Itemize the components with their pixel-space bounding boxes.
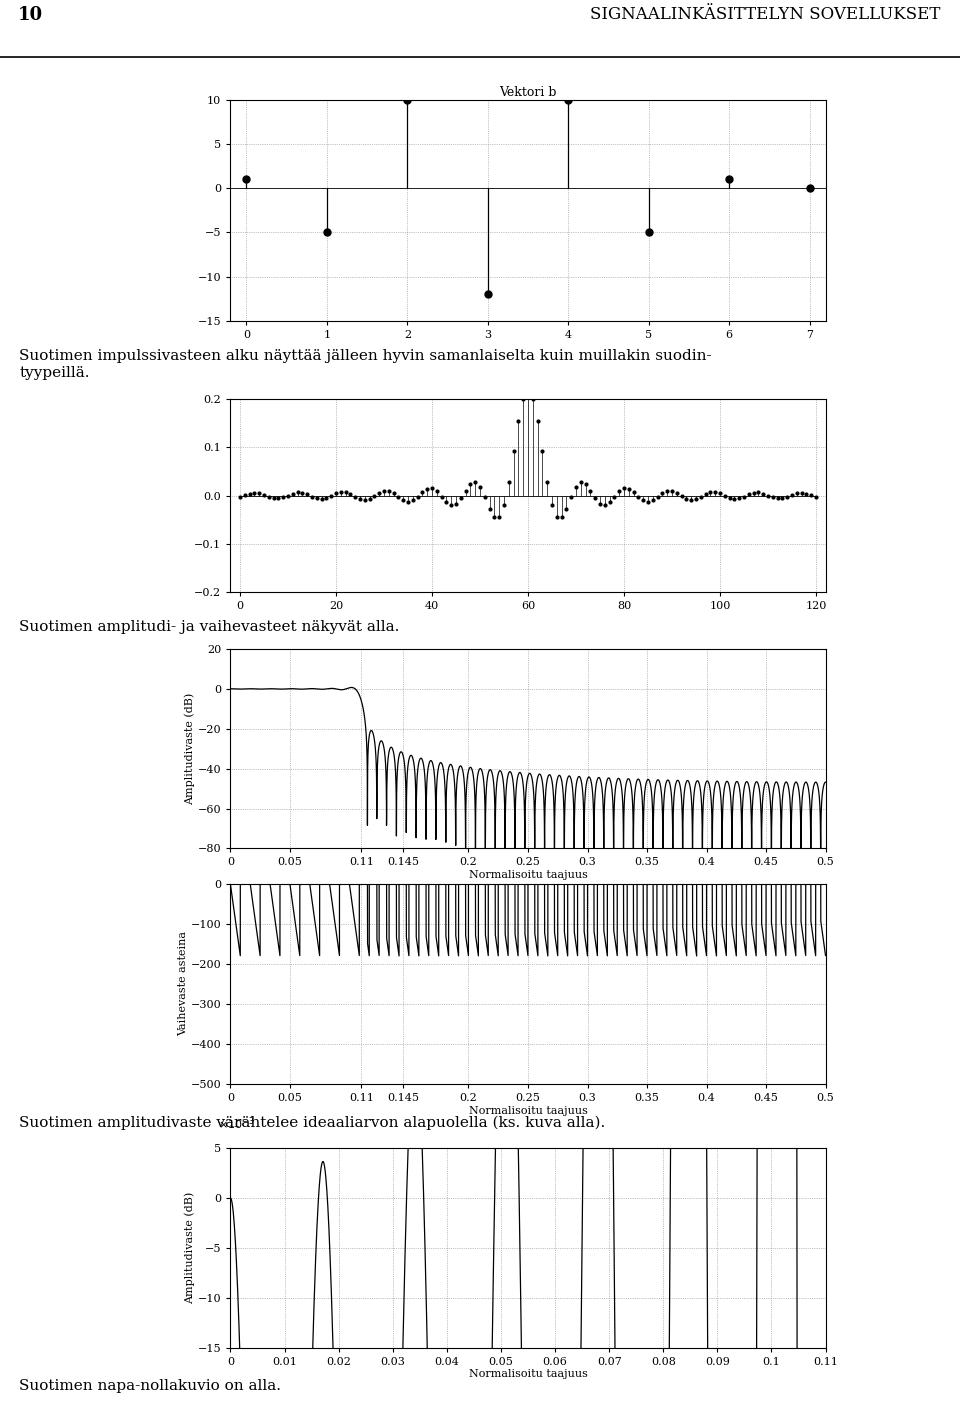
Text: $\times 10^{-3}$: $\times 10^{-3}$: [219, 1115, 254, 1132]
Y-axis label: Vaihevaste asteina: Vaihevaste asteina: [178, 931, 188, 1037]
Text: Suotimen impulssivasteen alku näyttää jälleen hyvin samanlaiselta kuin muillakin: Suotimen impulssivasteen alku näyttää jä…: [19, 349, 711, 379]
Y-axis label: Amplitudivaste (dB): Amplitudivaste (dB): [184, 693, 195, 804]
Text: Suotimen amplitudivaste värähtelee ideaaliarvon alapuolella (ks. kuva alla).: Suotimen amplitudivaste värähtelee ideaa…: [19, 1115, 606, 1129]
X-axis label: Normalisoitu taajuus: Normalisoitu taajuus: [468, 870, 588, 880]
Text: Suotimen napa-nollakuvio on alla.: Suotimen napa-nollakuvio on alla.: [19, 1379, 281, 1393]
X-axis label: Normalisoitu taajuus: Normalisoitu taajuus: [468, 1105, 588, 1115]
Text: 10: 10: [17, 6, 42, 24]
X-axis label: Normalisoitu taajuus: Normalisoitu taajuus: [468, 1369, 588, 1379]
Y-axis label: Amplitudivaste (dB): Amplitudivaste (dB): [184, 1192, 195, 1303]
Title: Vektori b: Vektori b: [499, 86, 557, 98]
Text: SIGNAALINKÄSITTELYN SOVELLUKSET: SIGNAALINKÄSITTELYN SOVELLUKSET: [590, 7, 941, 23]
Text: Suotimen amplitudi- ja vaihevasteet näkyvät alla.: Suotimen amplitudi- ja vaihevasteet näky…: [19, 620, 399, 635]
